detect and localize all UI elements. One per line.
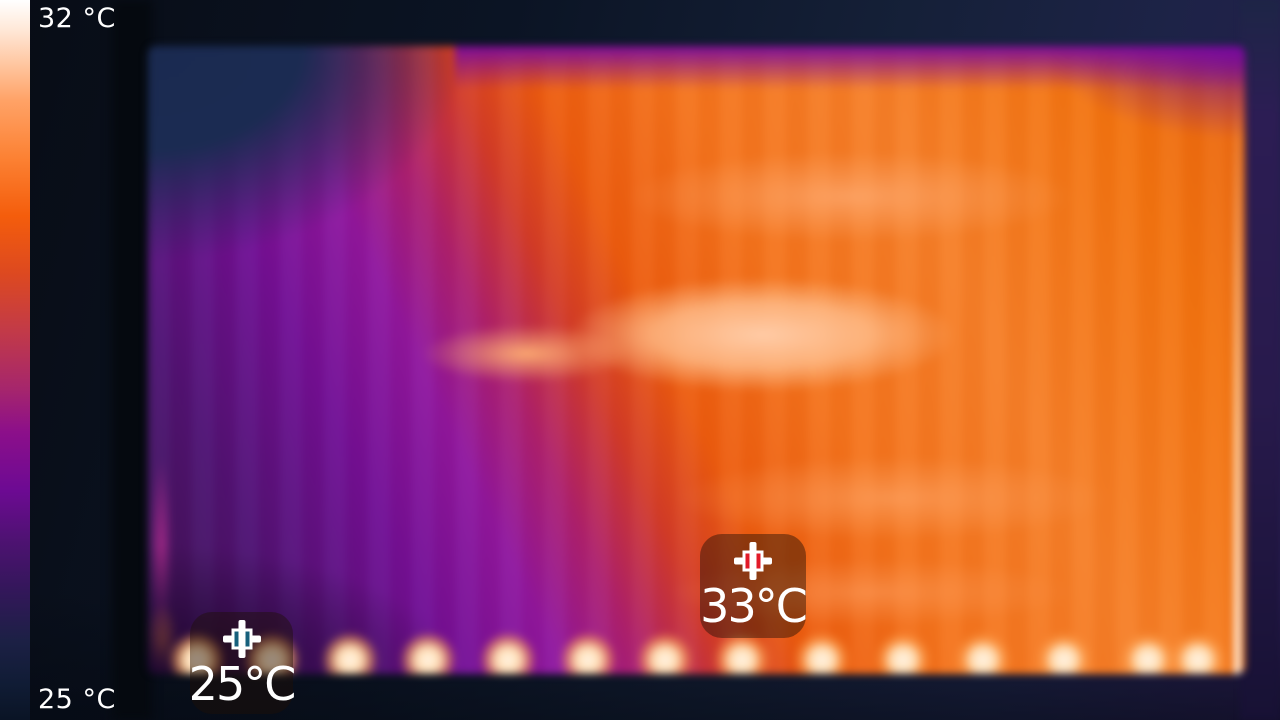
led-backlight-glow — [464, 610, 552, 674]
led-backlight-glow — [306, 610, 394, 674]
led-backlight-glow — [384, 610, 472, 674]
led-backlight-glow — [698, 610, 786, 674]
hot-crosshair-icon — [733, 541, 773, 581]
led-backlight-glow — [621, 610, 709, 674]
scene-left-shadow — [112, 0, 152, 720]
tv-panel-thermal-image — [148, 46, 1245, 674]
led-backlight-glow — [544, 610, 632, 674]
led-backlight-glow — [1020, 610, 1108, 674]
scale-max-label: 32 °C — [38, 3, 116, 34]
cold-crosshair-icon — [222, 619, 262, 659]
led-backlight-glow — [1154, 610, 1242, 674]
cold-spot-temperature: 25°C — [188, 657, 297, 711]
scene-right-wall-band — [1240, 0, 1280, 720]
led-backlight-glow — [778, 610, 866, 674]
cold-crosshair-center — [231, 628, 252, 650]
led-glow-row — [148, 46, 1245, 674]
led-backlight-glow — [939, 610, 1027, 674]
hot-spot-temperature: 33°C — [700, 579, 808, 633]
cold-spot-marker[interactable]: 25°C — [188, 612, 297, 714]
led-backlight-glow — [859, 610, 947, 674]
hot-spot-marker[interactable]: 33°C — [700, 534, 808, 638]
hot-crosshair-center — [742, 550, 764, 572]
temperature-colorbar[interactable] — [0, 0, 30, 720]
scale-min-label: 25 °C — [38, 684, 116, 715]
